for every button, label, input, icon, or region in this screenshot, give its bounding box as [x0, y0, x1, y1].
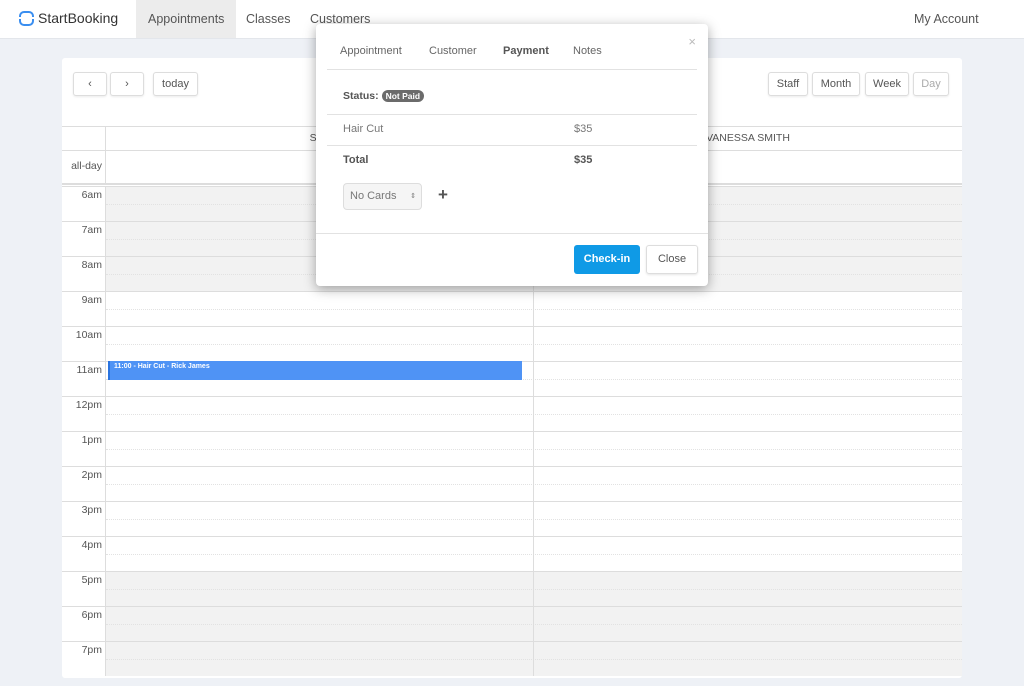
nav-appointments[interactable]: Appointments	[136, 0, 237, 38]
hour-label: 5pm	[81, 574, 102, 586]
view-week-button[interactable]: Week	[865, 72, 909, 96]
brand-name: StartBooking	[38, 10, 119, 26]
hour-label: 4pm	[81, 539, 102, 551]
hour-label: 6pm	[81, 609, 102, 621]
view-staff-button[interactable]: Staff	[768, 72, 808, 96]
card-select[interactable]: No Cards ⇕	[343, 183, 422, 210]
line-item-price: $35	[574, 123, 593, 135]
hour-label: 7pm	[81, 644, 102, 656]
tab-appointment[interactable]: Appointment	[340, 45, 402, 57]
close-icon[interactable]: ×	[688, 34, 696, 49]
logo-icon	[19, 10, 34, 26]
allday-label: all-day	[71, 160, 102, 172]
hour-label: 7am	[81, 224, 102, 236]
add-card-icon[interactable]: +	[438, 185, 448, 204]
appointment-modal: × Appointment Customer Payment Notes Sta…	[316, 24, 708, 286]
hour-row[interactable]: 1pm	[62, 431, 962, 466]
status-badge: Not Paid	[381, 90, 425, 102]
hour-label: 8am	[81, 259, 102, 271]
hour-label: 10am	[75, 329, 102, 341]
hour-row[interactable]: 4pm	[62, 536, 962, 571]
hour-label: 6am	[81, 189, 102, 201]
line-item-name: Hair Cut	[343, 123, 384, 135]
hour-label: 3pm	[81, 504, 102, 516]
hour-row[interactable]: 9am	[62, 291, 962, 326]
event-time: 11:00 -	[114, 363, 136, 370]
appointment-event[interactable]: 11:00 - Hair Cut - Rick James	[108, 361, 522, 380]
hour-label: 11am	[76, 364, 103, 376]
tab-payment[interactable]: Payment	[503, 45, 549, 57]
view-month-button[interactable]: Month	[812, 72, 860, 96]
card-select-value: No Cards	[350, 190, 397, 202]
event-title: Hair Cut - Rick James	[137, 363, 210, 370]
hour-label: 12pm	[75, 399, 102, 411]
hour-row[interactable]: 10am	[62, 326, 962, 361]
view-day-button[interactable]: Day	[913, 72, 949, 96]
nav-customers[interactable]: Customers	[310, 12, 371, 26]
hour-row[interactable]: 3pm	[62, 501, 962, 536]
brand-logo[interactable]: StartBooking	[19, 10, 118, 26]
check-in-button[interactable]: Check-in	[574, 245, 640, 274]
hour-row[interactable]: 2pm	[62, 466, 962, 501]
hour-label: 9am	[81, 294, 102, 306]
total-label: Total	[343, 154, 369, 166]
hour-row[interactable]: 6pm	[62, 606, 962, 641]
prev-button[interactable]: ‹	[73, 72, 107, 96]
select-arrows-icon: ⇕	[410, 193, 416, 200]
hour-row[interactable]: 5pm	[62, 571, 962, 606]
status-label: Status:	[343, 90, 379, 102]
next-button[interactable]: ›	[110, 72, 144, 96]
nav-my-account[interactable]: My Account	[914, 12, 979, 26]
total-price: $35	[574, 154, 593, 166]
hour-label: 1pm	[81, 434, 102, 446]
close-button[interactable]: Close	[646, 245, 698, 274]
tab-notes[interactable]: Notes	[573, 45, 602, 57]
today-button[interactable]: today	[153, 72, 198, 96]
nav-classes[interactable]: Classes	[246, 12, 291, 26]
hour-row[interactable]: 12pm	[62, 396, 962, 431]
hour-row[interactable]: 7pm	[62, 641, 962, 676]
tab-customer[interactable]: Customer	[429, 45, 477, 57]
hour-label: 2pm	[81, 469, 102, 481]
